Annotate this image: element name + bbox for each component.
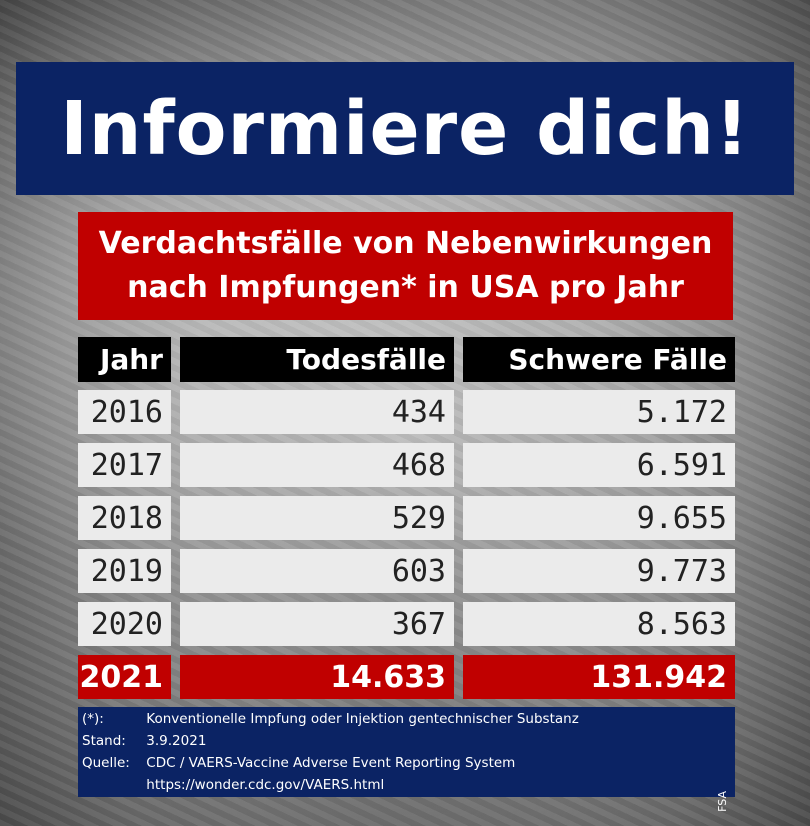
cell-deaths: 434	[180, 390, 454, 434]
cell-severe: 5.172	[463, 390, 735, 434]
cell-severe: 131.942	[463, 655, 735, 699]
subtitle-banner: Verdachtsfälle von Nebenwirkungen nach I…	[78, 212, 733, 320]
cell-year: 2018	[78, 496, 171, 540]
cell-year: 2021	[78, 655, 171, 699]
cell-year: 2019	[78, 549, 171, 593]
footer-source: Quelle: CDC / VAERS-Vaccine Adverse Even…	[82, 755, 515, 771]
subtitle-line-2: nach Impfungen* in USA pro Jahr	[127, 270, 684, 305]
cell-severe: 6.591	[463, 443, 735, 487]
cell-year: 2016	[78, 390, 171, 434]
subtitle-line-1: Verdachtsfälle von Nebenwirkungen	[98, 226, 713, 261]
cell-severe: 9.655	[463, 496, 735, 540]
footer-source-label: Quelle:	[82, 755, 130, 771]
cell-year: 2020	[78, 602, 171, 646]
column-header-deaths: Todesfälle	[180, 337, 454, 382]
footer-box: (*): Konventionelle Impfung oder Injekti…	[78, 707, 735, 812]
column-header-severe: Schwere Fälle	[463, 337, 735, 382]
cell-severe: 9.773	[463, 549, 735, 593]
footer-note: (*): Konventionelle Impfung oder Injekti…	[82, 711, 579, 727]
footer-stand-value: 3.9.2021	[146, 733, 207, 749]
footer-stand: Stand: 3.9.2021	[82, 733, 206, 749]
title-banner: Informiere dich!	[16, 62, 794, 195]
footer-source-url[interactable]: https://wonder.cdc.gov/VAERS.html	[146, 777, 385, 793]
cell-deaths: 468	[180, 443, 454, 487]
credit-label: FSA	[716, 791, 729, 812]
footer-url-line: https://wonder.cdc.gov/VAERS.html	[82, 777, 384, 793]
page-title: Informiere dich!	[60, 85, 750, 172]
footer-source-text: CDC / VAERS-Vaccine Adverse Event Report…	[146, 755, 516, 771]
cell-deaths: 603	[180, 549, 454, 593]
cell-severe: 8.563	[463, 602, 735, 646]
footer-note-label: (*):	[82, 711, 104, 727]
cell-deaths: 367	[180, 602, 454, 646]
cell-deaths: 14.633	[180, 655, 454, 699]
column-header-year: Jahr	[78, 337, 171, 382]
cell-year: 2017	[78, 443, 171, 487]
cell-deaths: 529	[180, 496, 454, 540]
footer-stand-label: Stand:	[82, 733, 126, 749]
footer-note-text: Konventionelle Impfung oder Injektion ge…	[146, 711, 579, 727]
